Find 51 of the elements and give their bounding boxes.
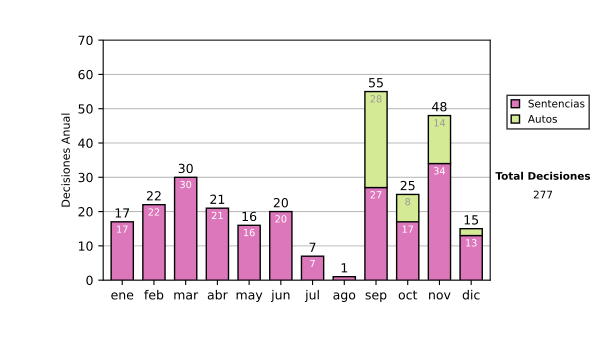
x-tick-label: may (236, 292, 262, 302)
y-tick-label: 50 (78, 104, 93, 114)
data-label: 27 (370, 191, 382, 198)
total-label: 22 (146, 191, 161, 200)
data-label: 22 (148, 208, 160, 216)
data-label: 34 (434, 167, 446, 175)
text: 277 (534, 190, 552, 198)
x-tick-label: sep (366, 292, 386, 302)
total-label: 30 (178, 164, 193, 174)
data-label: 28 (370, 95, 382, 103)
total-label: 20 (274, 198, 288, 208)
data-label: 7 (310, 260, 315, 267)
x-tick-label: dic (462, 290, 480, 300)
x-tick-label: jul (304, 290, 319, 302)
x-tick-label: ago (333, 292, 356, 302)
x-tick-label: abr (208, 290, 228, 300)
data-label: 8 (405, 198, 410, 206)
y-tick-label: 30 (78, 172, 93, 182)
y-tick-label: 0 (86, 276, 93, 286)
legend-label: Autos (528, 115, 557, 123)
data-label: 14 (434, 119, 446, 126)
y-tick-label: 60 (78, 70, 93, 80)
total-label: 25 (400, 180, 415, 190)
x-tick-label: feb (144, 290, 164, 300)
legend-label: Sentencias (528, 99, 584, 108)
y-tick-label: 70 (78, 36, 93, 46)
x-tick-label: nov (429, 292, 451, 300)
total-label: 48 (432, 102, 447, 112)
data-label: 13 (466, 239, 477, 247)
text: Total Decisiones (495, 172, 590, 180)
total-label: 16 (242, 212, 256, 222)
x-tick-label: oct (398, 290, 418, 300)
total-label: 17 (116, 208, 130, 218)
data-label: 17 (402, 226, 414, 233)
total-label: 21 (210, 194, 224, 204)
data-label: 30 (180, 180, 192, 188)
total-label: 55 (369, 78, 383, 88)
y-axis-title: Decisiones Anual (61, 114, 70, 207)
data-label: 17 (117, 226, 128, 233)
total-label: 1 (342, 263, 348, 272)
total-label: 15 (464, 215, 478, 225)
y-tick-label: 40 (78, 138, 93, 148)
y-tick-label: 10 (78, 241, 93, 251)
y-tick-label: 20 (78, 207, 93, 217)
data-label: 21 (212, 212, 223, 219)
x-tick-label: ene (111, 292, 134, 300)
x-tick-label: jun (270, 290, 290, 302)
data-label: 20 (275, 215, 286, 223)
x-tick-label: mar (174, 292, 198, 300)
data-label: 16 (244, 228, 255, 236)
total-label: 7 (310, 242, 316, 252)
